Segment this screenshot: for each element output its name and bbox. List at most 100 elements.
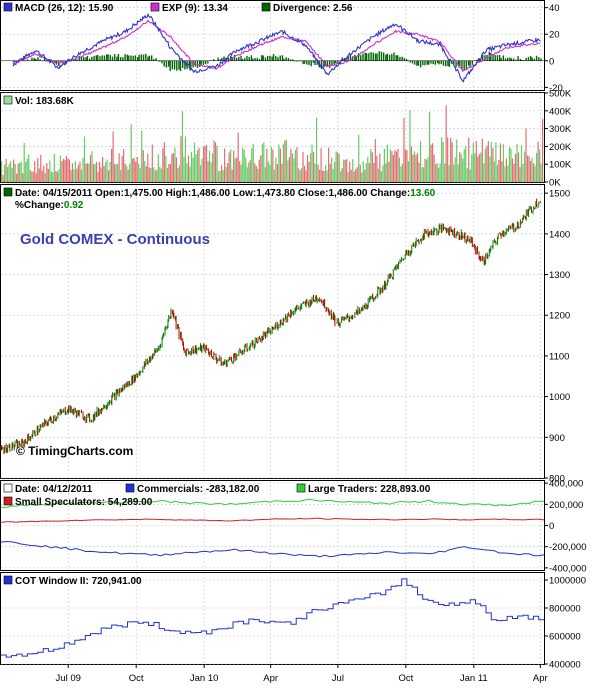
divergence-bar — [153, 59, 155, 61]
volume-bar — [94, 163, 96, 182]
volume-bar — [320, 148, 322, 182]
cot-window-legend-label: COT Window II: 720,941.00 — [15, 576, 142, 587]
divergence-bar — [192, 60, 194, 68]
divergence-bar — [512, 58, 515, 61]
volume-bar — [210, 162, 212, 182]
volume-bar — [275, 157, 277, 182]
volume-bar — [100, 167, 102, 182]
divergence-bar — [312, 60, 315, 63]
volume-bar — [38, 168, 40, 182]
x-tick-label: Apr — [263, 673, 278, 684]
divergence-bar — [105, 54, 108, 61]
volume-bar — [186, 163, 188, 182]
divergence-bar — [465, 60, 468, 69]
divergence-bar — [459, 60, 461, 67]
exp-legend-label: EXP (9): 13.34 — [162, 3, 228, 14]
volume-bar — [222, 170, 224, 182]
divergence-bar — [533, 58, 536, 61]
volume-bar — [445, 105, 447, 182]
volume-bar — [510, 148, 512, 182]
divergence-bar — [76, 59, 78, 61]
divergence-bar — [509, 57, 511, 61]
divergence-bar — [409, 60, 411, 63]
volume-y-tick-label: 100K — [549, 160, 572, 171]
divergence-bar — [295, 60, 298, 62]
divergence-bar — [345, 58, 347, 61]
divergence-bar — [496, 55, 499, 61]
volume-bar — [386, 144, 388, 182]
divergence-bar — [279, 55, 281, 61]
volume-bar — [50, 171, 52, 182]
volume-bar — [165, 155, 167, 182]
volume-bar — [540, 163, 542, 182]
divergence-bar — [527, 56, 530, 61]
volume-bar — [255, 165, 257, 182]
divergence-bar — [428, 60, 430, 65]
price-y-tick-label: 1200 — [549, 311, 570, 322]
volume-bar — [534, 165, 536, 182]
volume-bar — [267, 161, 269, 182]
divergence-bar — [393, 52, 395, 61]
divergence-bar — [293, 60, 295, 62]
price-y-tick-label: 1100 — [549, 351, 569, 362]
divergence-bar — [289, 59, 292, 61]
divergence-bar — [39, 59, 41, 61]
divergence-bar — [494, 55, 496, 61]
volume-bar — [216, 146, 218, 182]
volume-bar — [142, 150, 144, 182]
volume-bar — [309, 153, 312, 182]
volume-bar — [472, 142, 474, 182]
volume-bar — [484, 148, 486, 182]
volume-bar — [61, 161, 63, 182]
volume-bar — [404, 149, 407, 182]
volume-bar — [463, 149, 465, 182]
divergence-bar — [190, 60, 192, 70]
divergence-bar — [43, 57, 46, 61]
divergence-bar — [416, 60, 418, 66]
volume-bar — [49, 160, 51, 182]
volume-bar — [466, 168, 468, 182]
volume-bar — [126, 165, 128, 182]
volume-bar — [421, 167, 423, 182]
volume-bar — [376, 155, 378, 182]
volume-bar — [359, 164, 361, 182]
volume-bar — [190, 151, 193, 182]
volume-bar — [52, 172, 54, 182]
divergence-bar — [140, 54, 143, 61]
volume-bar — [133, 158, 135, 182]
divergence-bar — [88, 58, 91, 61]
volume-bar — [70, 170, 72, 182]
volume-bar — [145, 166, 147, 182]
volume-bar — [403, 117, 405, 182]
volume-bar — [261, 144, 263, 182]
volume-bar — [169, 164, 171, 182]
volume-bar — [528, 156, 530, 182]
volume-bar — [317, 165, 319, 182]
volume-bar — [334, 161, 336, 182]
divergence-bar — [411, 60, 414, 64]
watermark: © TimingCharts.com — [16, 444, 133, 458]
divergence-bar — [241, 58, 244, 61]
volume-bar — [531, 157, 533, 182]
divergence-bar — [324, 60, 326, 67]
volume-bar — [391, 151, 393, 182]
volume-bar — [231, 169, 233, 182]
volume-bar — [181, 111, 184, 182]
divergence-bar — [31, 57, 33, 61]
volume-bar — [526, 155, 529, 182]
divergence-bar — [498, 54, 501, 61]
volume-bar — [56, 171, 58, 182]
volume-bar — [332, 168, 334, 182]
volume-bar — [343, 159, 345, 182]
volume-bar — [104, 162, 107, 182]
divergence-bar — [204, 60, 207, 65]
volume-bar — [86, 163, 89, 182]
volume-bar — [412, 154, 414, 182]
volume-bar — [282, 144, 285, 182]
volume-bar — [398, 157, 401, 182]
volume-bar — [107, 170, 110, 182]
divergence-bar — [117, 53, 120, 61]
volume-bar — [364, 169, 366, 182]
volume-bar — [389, 149, 391, 182]
